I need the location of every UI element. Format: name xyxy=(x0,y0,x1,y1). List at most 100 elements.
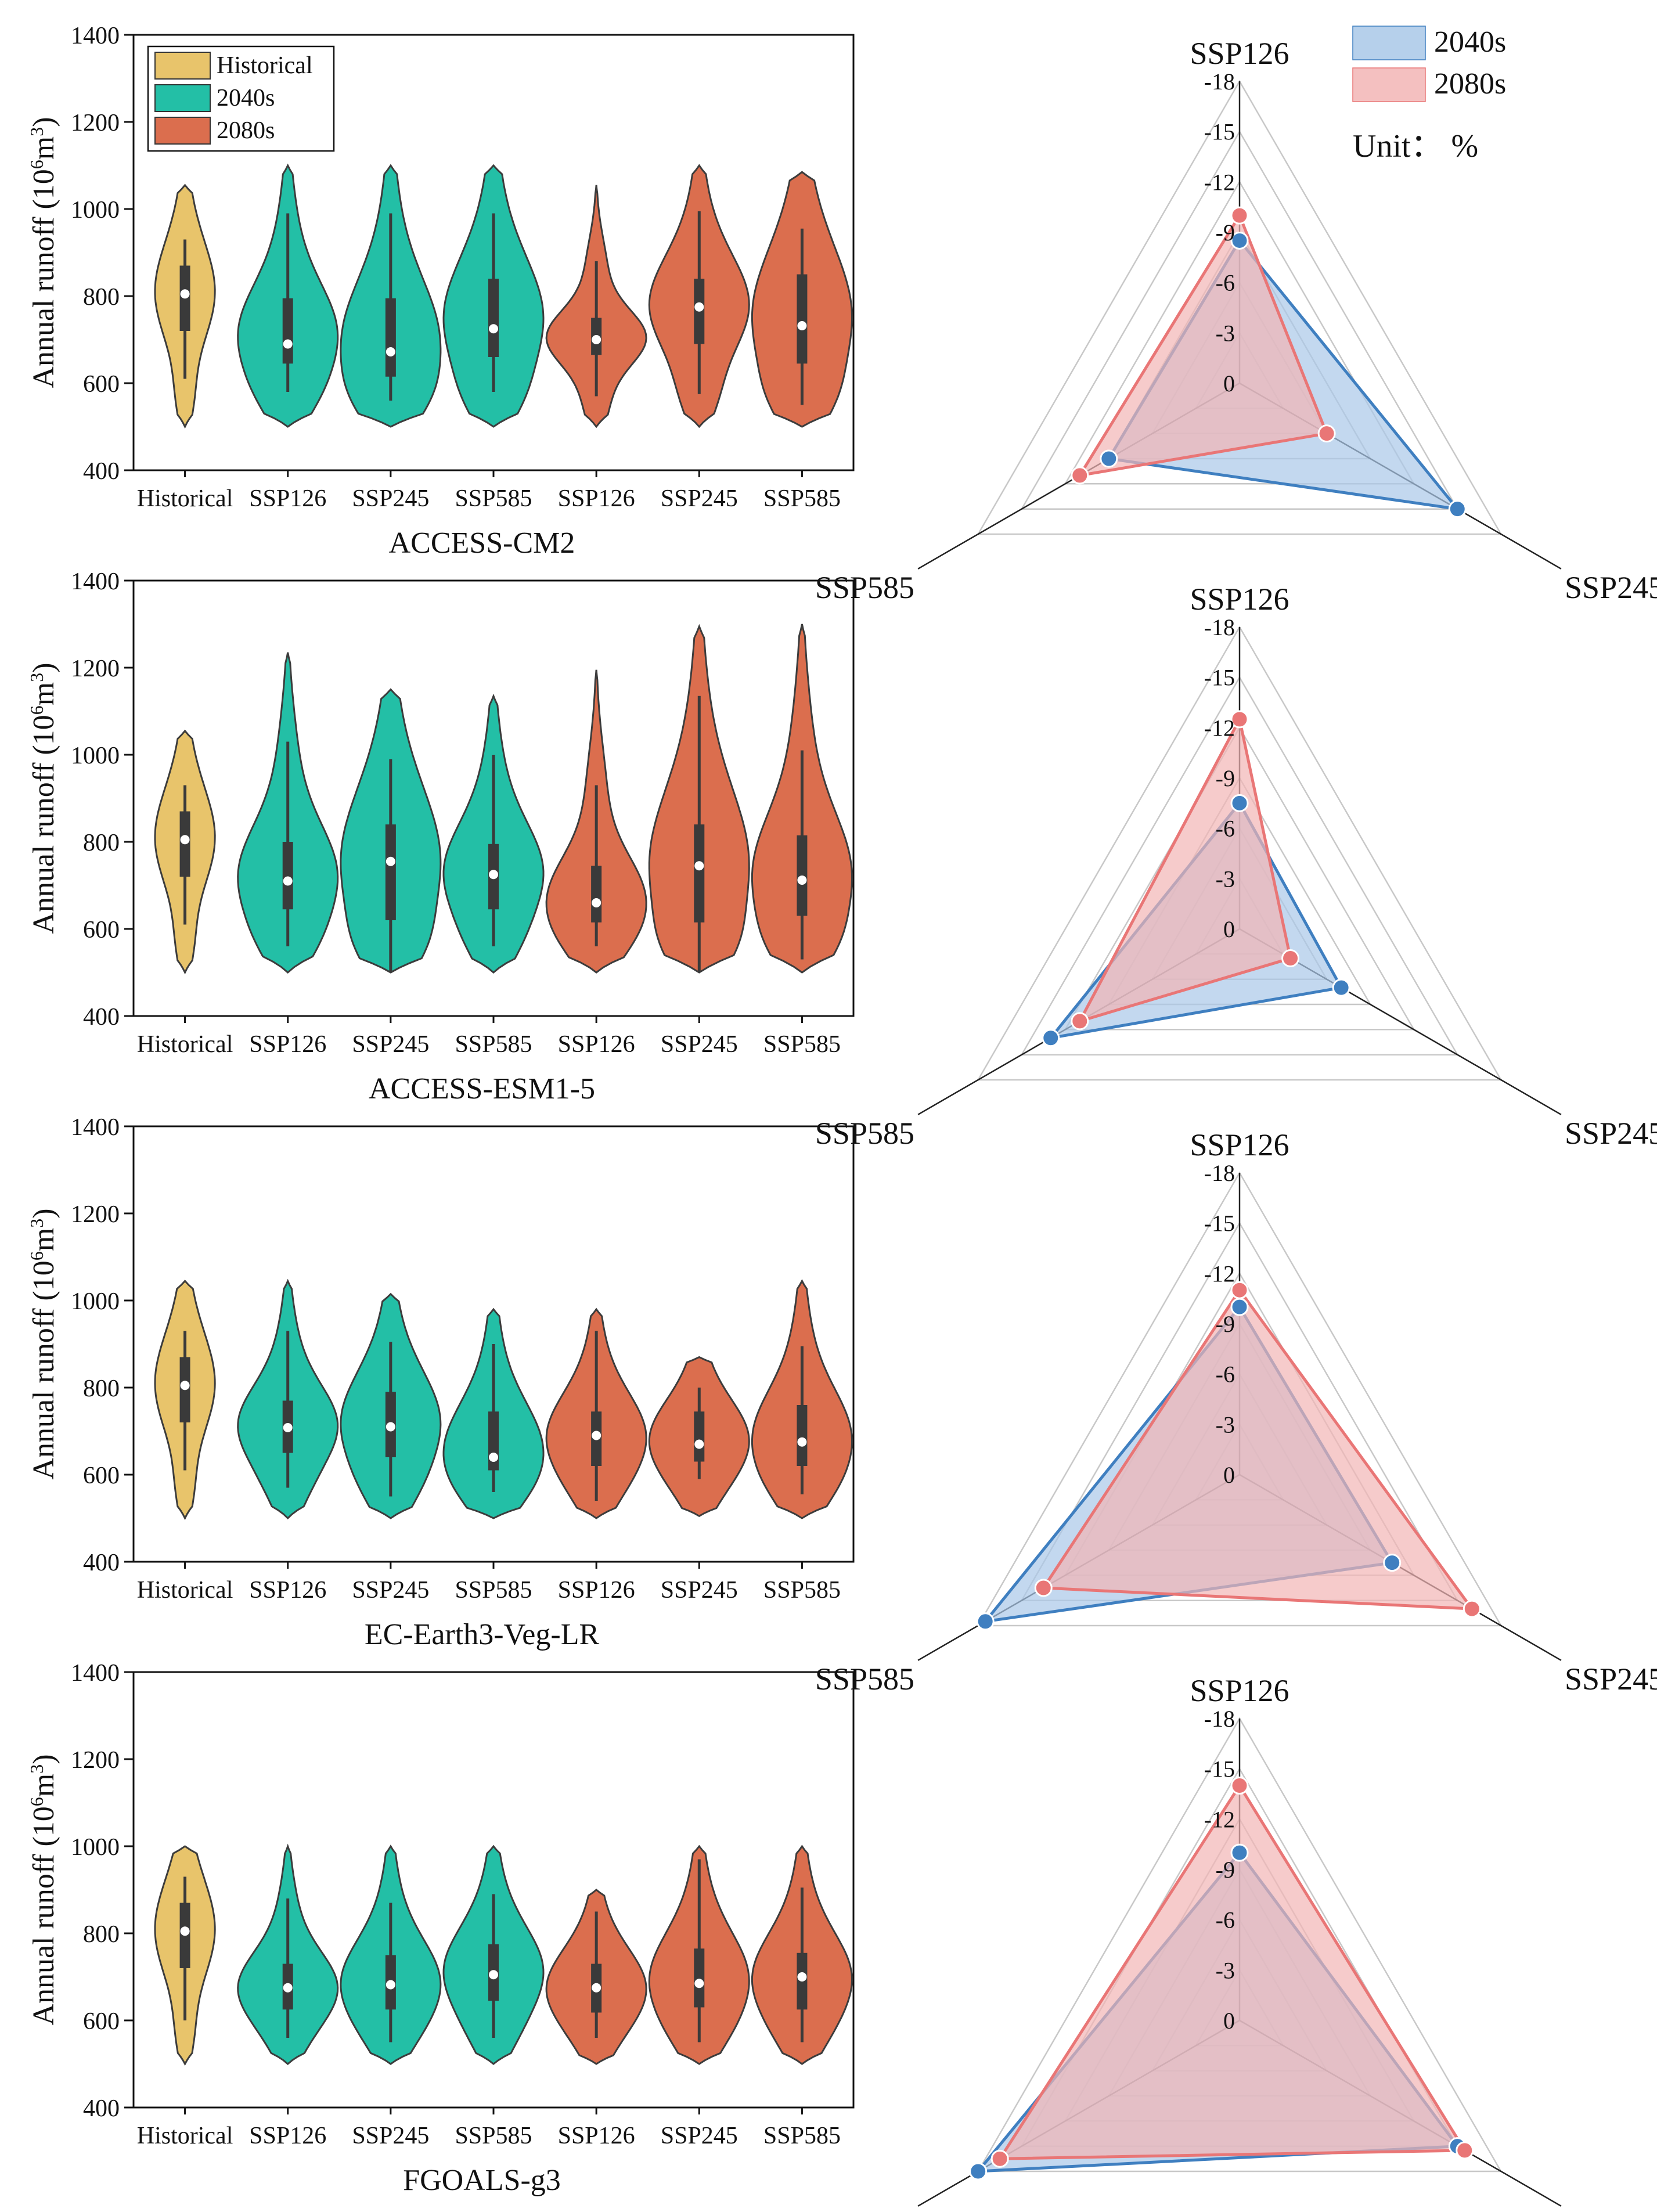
violin-ssp585 xyxy=(442,693,545,974)
series-2040s-point xyxy=(969,2162,988,2181)
x-tick-label: SSP126 xyxy=(249,1031,326,1058)
radar-axis-label-ssp585: SSP585 xyxy=(815,1116,914,1151)
radar-axis-label-ssp245: SSP245 xyxy=(1565,2207,1657,2212)
violin-historical xyxy=(154,729,216,975)
radar-tick-label: -9 xyxy=(1216,219,1235,246)
radar-grid xyxy=(1020,676,1459,1055)
x-tick-label: Historical xyxy=(137,2123,233,2149)
series-2040s-point xyxy=(1100,449,1118,468)
radar-axis-label-ssp585: SSP585 xyxy=(815,570,914,605)
x-tick-label: SSP126 xyxy=(558,2123,635,2149)
legend-label: 2080s xyxy=(1434,67,1506,100)
violin-ssp126 xyxy=(237,1278,339,1520)
legend-label: 2080s xyxy=(217,117,275,144)
violin-panel-3: 400 600 800 1000 1200 1400 Annual runoff (106m… xyxy=(26,1114,855,1651)
radar-axis-label-ssp585: SSP585 xyxy=(815,1662,914,1696)
violin-ssp245 xyxy=(340,1292,442,1519)
violin-ssp585 xyxy=(442,1844,545,2065)
y-tick-label: 1000 xyxy=(71,1834,120,1861)
radar-tick-label: -15 xyxy=(1204,1756,1235,1782)
series-2080s-point xyxy=(1281,949,1300,968)
violin-median xyxy=(283,339,293,349)
radar-axis-label-ssp126: SSP126 xyxy=(1190,36,1289,71)
legend-label: 2040s xyxy=(1434,26,1506,59)
violin-ssp126 xyxy=(237,163,339,428)
series-2080s-point xyxy=(1456,2141,1474,2160)
violin-iqr-box xyxy=(694,1411,705,1462)
violin-historical xyxy=(154,183,216,429)
radar-grid xyxy=(977,80,1503,535)
violin-median xyxy=(180,835,190,845)
series-2080s-area xyxy=(1040,1287,1475,1611)
model-title: ACCESS-CM2 xyxy=(389,527,575,560)
violin-median xyxy=(592,335,601,344)
radar-grid xyxy=(977,1171,1503,1627)
y-tick-label: 400 xyxy=(83,458,120,485)
violin-ssp585 xyxy=(751,171,853,428)
series-2080s-point xyxy=(1317,424,1336,443)
series-2040s-point xyxy=(1230,1843,1249,1862)
series-2080s-point xyxy=(1071,466,1089,485)
radar-tick-label: -3 xyxy=(1216,1411,1235,1438)
radar-axis-label-ssp126: SSP126 xyxy=(1190,582,1289,617)
model-title: ACCESS-ESM1-5 xyxy=(369,1072,595,1105)
violin-panel-1: 400 600 800 1000 1200 1400 Annual runoff (106m… xyxy=(26,23,855,560)
y-tick-label: 1400 xyxy=(71,1660,120,1687)
radar-legend: 2040s 2080s Unit： % xyxy=(1352,26,1506,164)
violin-median xyxy=(592,898,601,907)
violin-panel-4: 400 600 800 1000 1200 1400 Annual runoff (106m… xyxy=(26,1660,855,2197)
violin-ssp585 xyxy=(442,1307,545,1519)
radar-tick-label: -6 xyxy=(1216,816,1235,842)
radar-axis-label-ssp245: SSP245 xyxy=(1565,1116,1657,1151)
series-2040s-point xyxy=(976,1612,995,1631)
violin-median xyxy=(592,1983,601,1993)
y-tick-label: 600 xyxy=(83,917,120,943)
violin-ssp585 xyxy=(751,1279,853,1519)
violin-iqr-box xyxy=(797,1405,808,1466)
series-2040s-point xyxy=(1332,978,1350,997)
violin-legend: Historical 2040s 2080s xyxy=(147,45,335,152)
legend-swatch xyxy=(154,84,211,112)
series-2080s-point xyxy=(1230,710,1249,729)
y-tick-label: 600 xyxy=(83,2008,120,2035)
y-tick-label: 1200 xyxy=(71,1201,120,1228)
violin-ssp245 xyxy=(648,624,750,974)
y-tick-label: 600 xyxy=(83,1462,120,1489)
series-2040s-point xyxy=(1230,231,1249,250)
x-tick-label: SSP126 xyxy=(558,1577,635,1604)
series-2080s-point xyxy=(1230,206,1249,225)
legend-swatch xyxy=(1352,26,1426,60)
y-tick-label: 800 xyxy=(83,830,120,856)
violin-median xyxy=(694,1439,704,1449)
violin-ssp126 xyxy=(545,185,647,428)
series-2040s-point xyxy=(1448,500,1467,518)
x-tick-label: Historical xyxy=(137,485,233,512)
violin-iqr-box xyxy=(694,1948,705,2008)
x-tick-label: SSP585 xyxy=(763,485,841,512)
radar-tick-label: -15 xyxy=(1204,665,1235,691)
radar-grid xyxy=(1064,180,1415,485)
radar-tick-label: -12 xyxy=(1204,715,1235,741)
violin-median xyxy=(797,1437,807,1447)
x-tick-label: SSP126 xyxy=(249,1577,326,1604)
radar-axis-label-ssp126: SSP126 xyxy=(1190,1127,1289,1162)
radar-tick-label: 0 xyxy=(1223,370,1235,397)
radar-axis-label-ssp585: SSP585 xyxy=(815,2207,914,2212)
radar-grid xyxy=(1020,130,1459,510)
radar-tick-label: -3 xyxy=(1216,866,1235,892)
radar-tick-label: -12 xyxy=(1204,169,1235,195)
violin-median xyxy=(180,1381,190,1390)
series-2080s-point xyxy=(1463,1599,1481,1618)
series-2080s-point xyxy=(990,2149,1009,2168)
violin-ssp245 xyxy=(340,1844,442,2065)
series-2080s-point xyxy=(1230,1777,1249,1795)
series-2040s-point xyxy=(1230,794,1249,812)
x-tick-label: SSP126 xyxy=(249,485,326,512)
radar-tick-label: -18 xyxy=(1204,614,1235,640)
x-tick-label: SSP245 xyxy=(352,1031,429,1058)
series-2080s-point xyxy=(1230,1281,1249,1299)
violin-median xyxy=(694,861,704,871)
radar-tick-label: -9 xyxy=(1216,1311,1235,1337)
y-tick-label: 1200 xyxy=(71,110,120,136)
